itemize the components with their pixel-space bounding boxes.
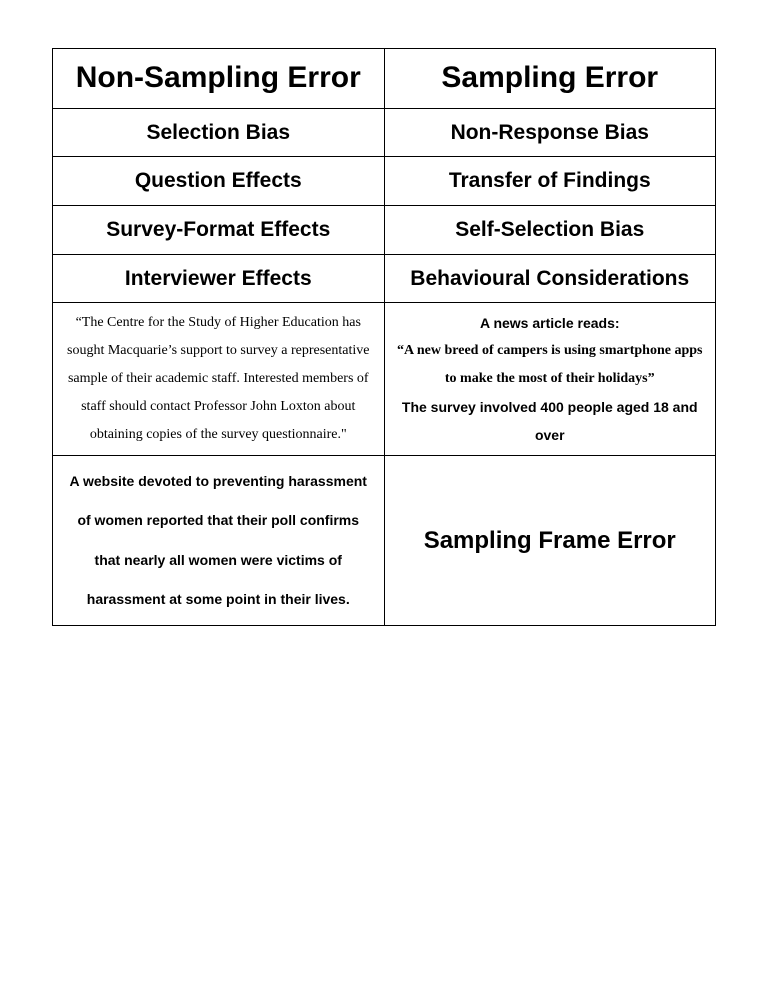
- cell-interviewer-effects: Interviewer Effects: [53, 254, 385, 303]
- news-quote: “A new breed of campers is using smartph…: [395, 337, 706, 393]
- cell-survey-format: Survey-Format Effects: [53, 205, 385, 254]
- cell-behavioural: Behavioural Considerations: [384, 254, 716, 303]
- cell-sampling-frame-error: Sampling Frame Error: [384, 456, 716, 626]
- news-lead: A news article reads:: [395, 309, 706, 337]
- cell-news-article: A news article reads: “A new breed of ca…: [384, 303, 716, 456]
- cell-non-response-bias: Non-Response Bias: [384, 108, 716, 157]
- error-types-table: Non-Sampling Error Sampling Error Select…: [52, 48, 716, 626]
- cell-harassment-poll: A website devoted to preventing harassme…: [53, 456, 385, 626]
- cell-macquarie-quote: “The Centre for the Study of Higher Educ…: [53, 303, 385, 456]
- cell-transfer-findings: Transfer of Findings: [384, 157, 716, 206]
- cell-self-selection: Self-Selection Bias: [384, 205, 716, 254]
- header-sampling: Sampling Error: [384, 49, 716, 109]
- cell-selection-bias: Selection Bias: [53, 108, 385, 157]
- news-tail: The survey involved 400 people aged 18 a…: [395, 393, 706, 449]
- header-non-sampling: Non-Sampling Error: [53, 49, 385, 109]
- cell-question-effects: Question Effects: [53, 157, 385, 206]
